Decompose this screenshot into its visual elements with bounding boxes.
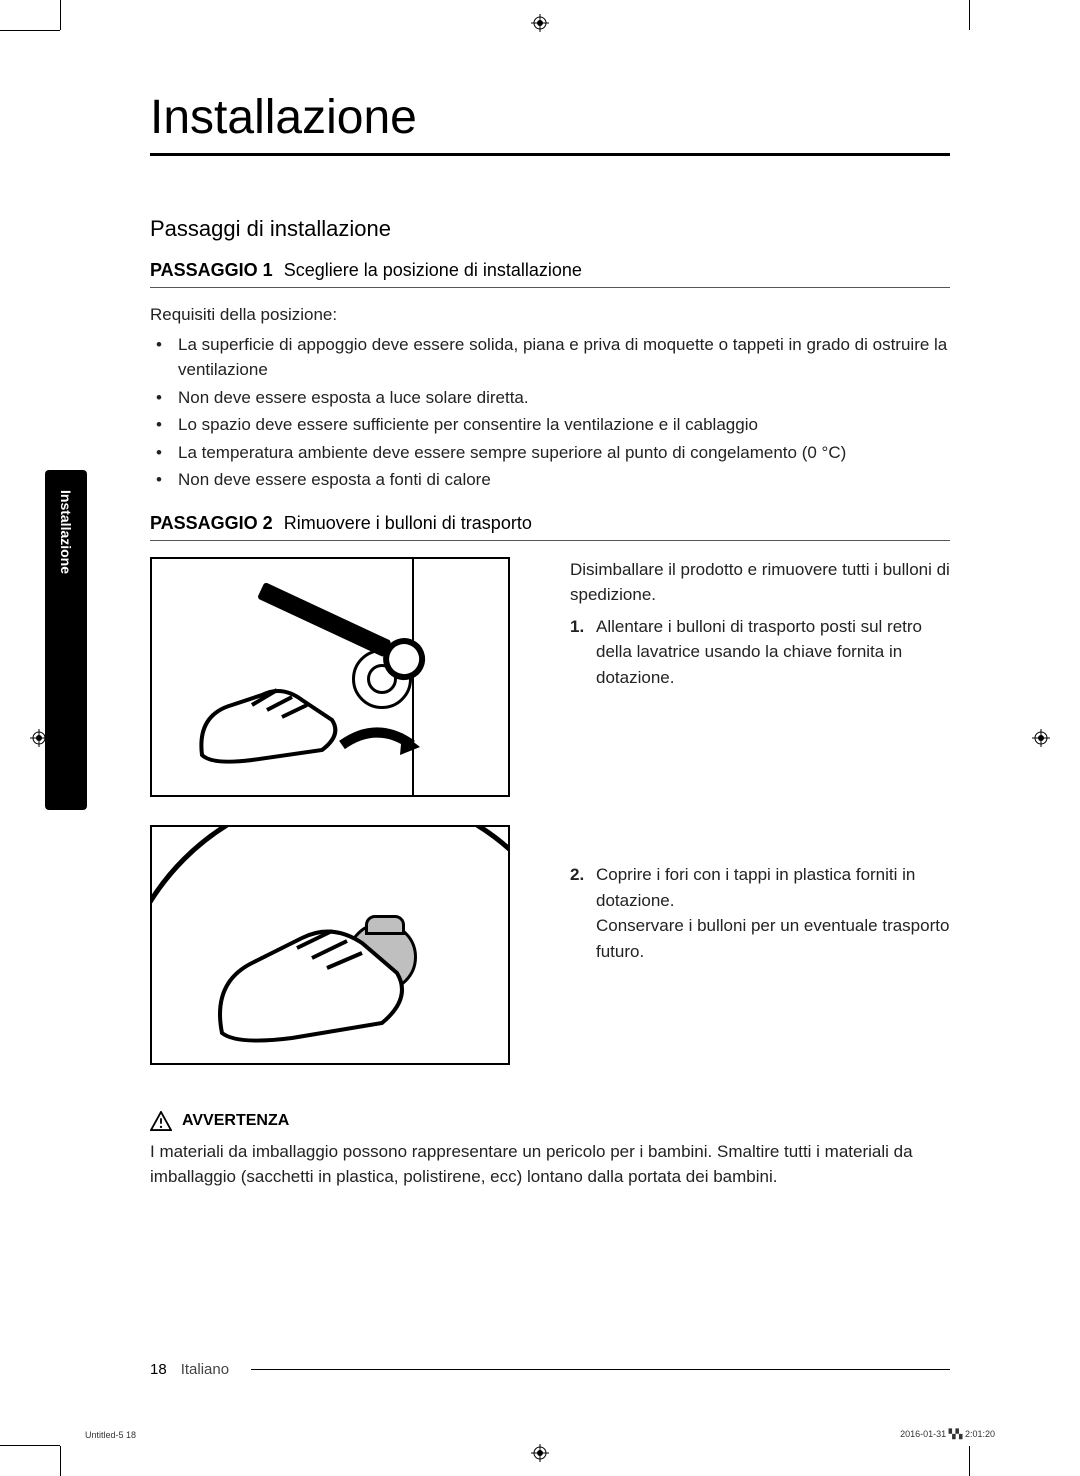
imprint-left: Untitled-5 18 (85, 1430, 136, 1440)
registration-mark-icon (1032, 729, 1050, 747)
step2-label: PASSAGGIO 2 (150, 513, 273, 533)
side-tab-label: Installazione (58, 490, 74, 574)
imprint-right: 2016-01-31 ▚▚ 2:01:20 (900, 1429, 995, 1440)
ordered-item-2: 2. Coprire i fori con i tappi in plastic… (570, 862, 950, 964)
list-item: Non deve essere esposta a luce solare di… (178, 385, 950, 411)
crop-mark (60, 0, 61, 30)
hand-icon (192, 665, 352, 765)
crop-mark (60, 1446, 61, 1476)
warning-header: AVVERTENZA (150, 1111, 950, 1131)
ordered-item-1: 1. Allentare i bulloni di trasporto post… (570, 614, 950, 691)
step1-list: La superficie di appoggio deve essere so… (150, 332, 950, 493)
registration-mark-icon (531, 1444, 549, 1462)
arrow-icon (332, 725, 422, 765)
step2-desc: Rimuovere i bulloni di trasporto (284, 513, 532, 533)
warning-text: I materiali da imballaggio possono rappr… (150, 1139, 950, 1190)
crop-mark (969, 1446, 970, 1476)
step1-intro: Requisiti della posizione: (150, 302, 950, 328)
figure-cover-holes (150, 825, 510, 1065)
footer-rule (251, 1369, 950, 1370)
ol-text: Conservare i bulloni per un eventuale tr… (596, 916, 949, 961)
crop-mark (0, 30, 60, 31)
ol-num: 1. (570, 614, 584, 640)
page-language: Italiano (181, 1361, 229, 1378)
list-item: La superficie di appoggio deve essere so… (178, 332, 950, 383)
step2-row1: Disimballare il prodotto e rimuovere tut… (150, 557, 950, 1093)
warning-label: AVVERTENZA (182, 1112, 289, 1130)
list-item: La temperatura ambiente deve essere semp… (178, 440, 950, 466)
step1-heading: PASSAGGIO 1 Scegliere la posizione di in… (150, 260, 950, 288)
list-item: Lo spazio deve essere sufficiente per co… (178, 412, 950, 438)
registration-mark-icon (531, 14, 549, 32)
crop-mark (0, 1445, 60, 1446)
step1-desc: Scegliere la posizione di installazione (284, 260, 582, 280)
step1-label: PASSAGGIO 1 (150, 260, 273, 280)
step2-intro: Disimballare il prodotto e rimuovere tut… (570, 557, 950, 608)
page-footer: 18 Italiano (150, 1361, 950, 1378)
ol-text: Coprire i fori con i tappi in plastica f… (596, 865, 915, 910)
warning-icon (150, 1111, 172, 1131)
section-subtitle: Passaggi di installazione (150, 216, 950, 242)
list-item: Non deve essere esposta a fonti di calor… (178, 467, 950, 493)
hand-icon (212, 913, 412, 1043)
side-tab: Installazione (45, 470, 87, 810)
step2-heading: PASSAGGIO 2 Rimuovere i bulloni di trasp… (150, 513, 950, 541)
figure-loosen-bolts (150, 557, 510, 797)
page-title: Installazione (150, 90, 950, 156)
page-number: 18 (150, 1361, 167, 1378)
ol-num: 2. (570, 862, 584, 888)
ol-text: Allentare i bulloni di trasporto posti s… (596, 617, 922, 687)
crop-mark (969, 0, 970, 30)
page-content: Installazione Passaggi di installazione … (150, 90, 950, 1190)
